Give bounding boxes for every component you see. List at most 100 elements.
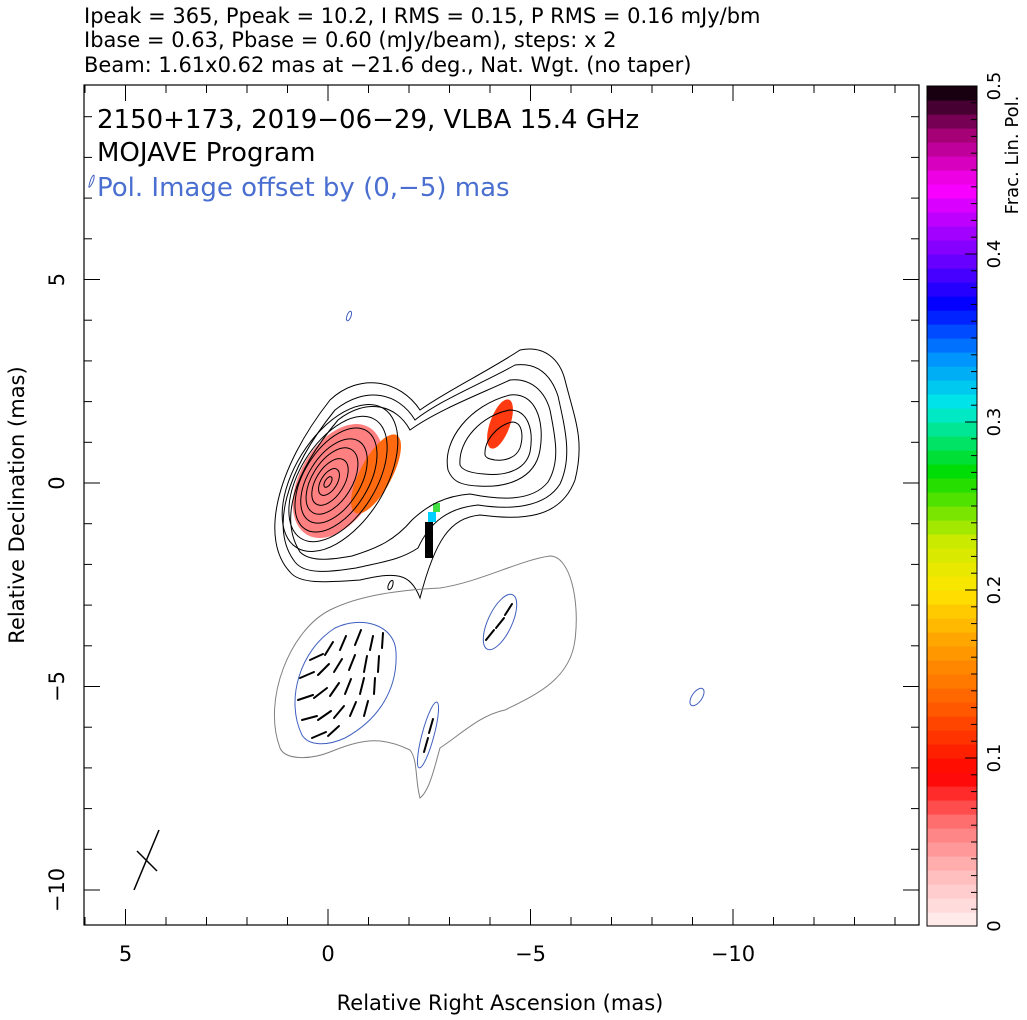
pol-contour-knot (482, 593, 518, 651)
x-axis-label: Relative Right Ascension (mas) (337, 991, 664, 1015)
x-tick-label: −10 (711, 942, 755, 966)
stokes-i-contours (274, 348, 580, 600)
colorbar-swatch (927, 170, 977, 185)
evpa-tick (344, 678, 352, 695)
colorbar-swatch (927, 548, 977, 563)
stokes-i-core-contour-1 (281, 403, 399, 553)
colorbar-gradient (927, 86, 977, 927)
colorbar-tick-label: 0.2 (984, 576, 1005, 605)
beam-minor-axis (136, 850, 158, 872)
colorbar-tick-label: 0.3 (984, 408, 1005, 437)
evpa-tick (313, 687, 328, 699)
stokes-i-core-contour-7 (318, 468, 340, 496)
colorbar-swatch (927, 842, 977, 857)
frac-pol-patches (292, 399, 513, 558)
colorbar-swatch (927, 814, 977, 829)
colorbar-swatch (927, 716, 977, 731)
offset-note-marker (88, 174, 95, 188)
stokes-i-knot-contour-1 (446, 394, 542, 487)
colorbar-swatch (927, 492, 977, 507)
colorbar-swatch (927, 394, 977, 409)
colorbar-swatch (927, 268, 977, 283)
colorbar-swatch (927, 366, 977, 381)
colorbar-swatch (927, 772, 977, 787)
stokes-i-core-contour-3 (294, 427, 378, 533)
colorbar-swatch (927, 450, 977, 465)
stokes-i-core-contour-8 (323, 476, 333, 488)
colorbar-swatch (927, 688, 977, 703)
evpa-tick (354, 629, 362, 646)
colorbar-swatch (927, 240, 977, 255)
y-tick-labels: 5 0 −5 −10 (45, 273, 69, 912)
colorbar-swatch (927, 744, 977, 759)
colorbar-swatch (927, 884, 977, 899)
evpa-tick (369, 635, 374, 651)
colorbar-swatch (927, 674, 977, 689)
beam-marker (133, 829, 160, 891)
colorbar-swatch (927, 478, 977, 493)
colorbar-swatch (927, 282, 977, 297)
offset-note: Pol. Image offset by (0,−5) mas (97, 173, 510, 203)
colorbar-swatch (927, 254, 977, 269)
evpa-tick (504, 603, 513, 616)
colorbar-swatch (927, 576, 977, 591)
colorbar-swatch (927, 660, 977, 675)
colorbar-swatch (927, 184, 977, 199)
frac-pol-patch-knot (487, 399, 513, 449)
stokes-i-core-contour-4 (300, 438, 368, 524)
evpa-tick (327, 725, 340, 737)
evpa-tick (309, 653, 324, 661)
x-tick-label: 5 (119, 942, 132, 966)
frac-pol-patch-jet-green (433, 503, 440, 512)
pol-contour-core (294, 621, 397, 745)
main-plot-frame (83, 84, 920, 926)
stokes-i-knot-contour-3 (484, 421, 523, 461)
evpa-tick (299, 671, 315, 679)
colorbar-swatch (927, 618, 977, 633)
frac-pol-patch-core-edge (350, 434, 402, 514)
pol-contours (294, 310, 705, 769)
colorbar-swatch (927, 646, 977, 661)
evpa-tick (333, 705, 345, 719)
stokes-i-contour-3 (290, 379, 557, 560)
pol-contour-jet (416, 701, 440, 769)
colorbar-swatch (927, 534, 977, 549)
evpa-tick (311, 731, 327, 739)
colorbar-swatch (927, 562, 977, 577)
colorbar-tick-labels: 0 0.1 0.2 0.3 0.4 0.5 (984, 72, 1005, 932)
evpa-tick (333, 658, 343, 673)
colorbar-swatch (927, 828, 977, 843)
stokes-i-core-contour-5 (305, 447, 359, 515)
colorbar-tick-label: 0.1 (984, 744, 1005, 773)
evpa-tick (485, 629, 495, 641)
stokes-i-small-contour (387, 579, 394, 591)
evpa-tick (363, 655, 368, 673)
y-tick-label: 0 (45, 476, 69, 489)
colorbar-swatch (927, 338, 977, 353)
x-tick-label: 0 (321, 942, 334, 966)
colorbar-swatch (927, 380, 977, 395)
y-tick-label: −5 (45, 671, 69, 702)
y-tick-label: −10 (45, 868, 69, 912)
colorbar-swatch (927, 198, 977, 213)
frac-pol-patch-jet-black (425, 522, 433, 558)
header-line-2: Ibase = 0.63, Pbase = 0.60 (mJy/beam), s… (84, 28, 616, 52)
pol-contour-top-blob (345, 310, 353, 322)
evpa-tick (359, 677, 365, 695)
x-tick-label: −5 (515, 942, 546, 966)
source-title: 2150+173, 2019−06−29, VLBA 15.4 GHz (97, 105, 639, 135)
program-title: MOJAVE Program (97, 138, 315, 168)
stokes-i-knot-contour-2 (459, 409, 532, 475)
evpa-tick (363, 700, 369, 717)
colorbar-swatch (927, 310, 977, 325)
colorbar-swatch (927, 296, 977, 311)
colorbar-swatch (927, 604, 977, 619)
colorbar-swatch (927, 128, 977, 143)
pol-contour-far (689, 687, 705, 707)
colorbar-label: Frac. Lin. Pol. (1002, 96, 1023, 215)
evpa-tick (495, 617, 505, 629)
colorbar-ticks (965, 85, 977, 927)
colorbar-swatch (927, 114, 977, 129)
header-line-3: Beam: 1.61x0.62 mas at −21.6 deg., Nat. … (84, 53, 691, 77)
evpa-tick (373, 677, 376, 695)
